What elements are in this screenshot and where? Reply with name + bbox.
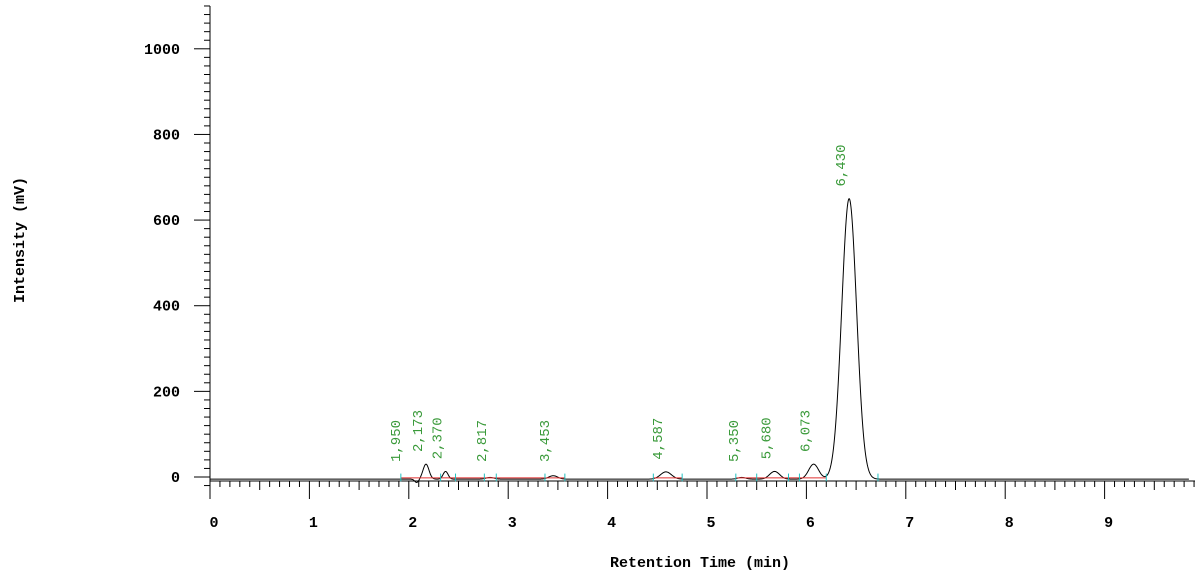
y-tick-label: 200 [153, 384, 180, 401]
x-tick-label: 8 [1005, 515, 1014, 532]
peak-label: 6,430 [834, 145, 850, 187]
peak-label: 3,453 [538, 420, 554, 462]
peak-label: 5,680 [760, 417, 776, 459]
y-tick-label: 1000 [144, 42, 180, 59]
x-tick-label: 9 [1104, 515, 1113, 532]
peak-label: 2,817 [475, 420, 491, 462]
x-tick-label: 5 [706, 515, 715, 532]
y-tick-label: 600 [153, 213, 180, 230]
chromatogram-trace [210, 198, 1189, 483]
x-tick-label: 0 [209, 515, 218, 532]
x-axis: 0 1 2 3 4 5 6 7 8 9 [209, 480, 1195, 532]
y-tick-label: 800 [153, 127, 180, 144]
plot-area [210, 198, 1189, 483]
y-axis-title: Intensity (mV) [12, 177, 29, 303]
peak-label: 2,173 [411, 410, 427, 452]
peak-label: 4,587 [651, 418, 667, 460]
x-tick-label: 6 [806, 515, 815, 532]
y-tick-label: 400 [153, 299, 180, 316]
x-tick-label: 2 [408, 515, 417, 532]
x-tick-label: 4 [607, 515, 616, 532]
peak-label: 2,370 [431, 417, 447, 459]
y-tick-label: 0 [171, 470, 180, 487]
y-axis: 0 200 400 600 800 1000 [144, 5, 211, 490]
x-tick-label: 1 [309, 515, 318, 532]
x-axis-title: Retention Time (min) [610, 555, 790, 572]
x-tick-label: 7 [905, 515, 914, 532]
peak-label: 1,950 [389, 420, 405, 462]
peak-label: 6,073 [799, 410, 815, 452]
peak-labels: 1,950 2,173 2,370 2,817 3,453 4,587 5,350 5,680… [389, 145, 850, 462]
peak-label: 5,350 [727, 420, 743, 462]
x-tick-label: 3 [508, 515, 517, 532]
